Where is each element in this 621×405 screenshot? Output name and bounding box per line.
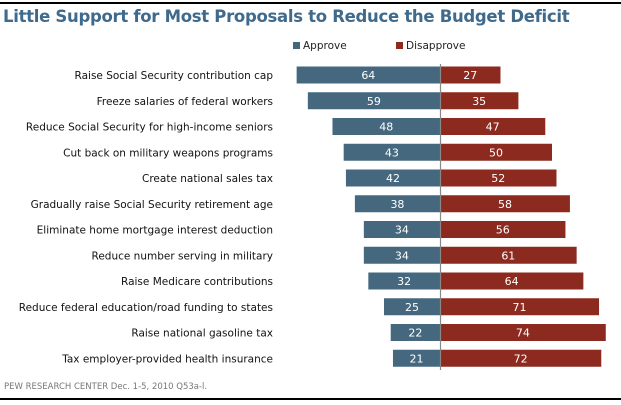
value-label-disapprove: 74 <box>516 327 530 340</box>
bar-approve <box>363 221 440 238</box>
value-label-approve: 34 <box>395 224 409 237</box>
bar-disapprove <box>440 298 600 316</box>
bar-disapprove <box>440 195 570 213</box>
bar-approve <box>354 195 440 213</box>
bar-disapprove <box>440 169 557 187</box>
bar-disapprove <box>440 118 546 135</box>
source-note: PEW RESEARCH CENTER Dec. 1-5, 2010 Q53a-… <box>4 382 208 392</box>
value-label-disapprove: 27 <box>463 69 477 82</box>
bar-disapprove <box>440 66 501 84</box>
value-label-disapprove: 72 <box>514 352 528 365</box>
bar-disapprove <box>440 349 602 367</box>
bar-disapprove <box>440 324 606 341</box>
category-label: Reduce number serving in military <box>92 250 274 262</box>
value-label-approve: 59 <box>367 95 381 108</box>
bar-disapprove <box>440 221 566 238</box>
bar-approve <box>296 66 440 84</box>
bar-disapprove <box>440 92 519 110</box>
category-label: Raise Medicare contributions <box>121 276 273 288</box>
value-label-approve: 32 <box>397 275 411 288</box>
category-label: Reduce federal education/road funding to… <box>19 302 273 314</box>
value-label-approve: 22 <box>408 327 422 340</box>
category-label: Raise national gasoline tax <box>131 328 273 340</box>
bar-disapprove <box>440 246 577 264</box>
category-label: Eliminate home mortgage interest deducti… <box>37 225 273 237</box>
legend-label-disapprove: Disapprove <box>406 40 466 52</box>
legend-label-approve: Approve <box>303 40 347 52</box>
legend-swatch-disapprove <box>396 42 403 49</box>
category-label: Cut back on military weapons programs <box>63 147 273 159</box>
value-label-approve: 43 <box>385 146 399 159</box>
bar-disapprove <box>440 143 552 161</box>
bottom-rule <box>0 398 621 400</box>
value-label-disapprove: 58 <box>498 198 512 211</box>
bar-approve <box>343 143 440 161</box>
bar-approve <box>390 324 440 341</box>
value-label-approve: 25 <box>405 301 419 314</box>
value-label-disapprove: 52 <box>491 172 505 185</box>
bar-approve <box>368 272 440 290</box>
bar-approve <box>307 92 440 110</box>
value-label-disapprove: 61 <box>501 249 515 262</box>
legend-disapprove: Disapprove <box>396 40 465 52</box>
category-label: Reduce Social Security for high-income s… <box>26 122 273 134</box>
category-label: Create national sales tax <box>142 173 273 185</box>
legend-approve: Approve <box>293 40 347 52</box>
bar-approve <box>363 246 440 264</box>
value-label-disapprove: 71 <box>513 301 527 314</box>
value-label-disapprove: 64 <box>505 275 519 288</box>
category-label: Freeze salaries of federal workers <box>97 96 273 108</box>
value-label-approve: 21 <box>409 352 423 365</box>
category-label: Tax employer-provided health insurance <box>61 353 273 365</box>
bar-approve <box>384 298 440 316</box>
value-label-approve: 34 <box>395 249 409 262</box>
value-label-disapprove: 35 <box>472 95 486 108</box>
value-label-disapprove: 47 <box>486 121 500 134</box>
value-label-disapprove: 56 <box>496 224 510 237</box>
bar-approve <box>392 349 440 367</box>
category-label: Raise Social Security contribution cap <box>75 70 274 82</box>
category-label: Gradually raise Social Security retireme… <box>31 199 273 211</box>
legend-swatch-approve <box>293 42 300 49</box>
value-label-approve: 38 <box>390 198 404 211</box>
value-label-disapprove: 50 <box>489 146 503 159</box>
value-label-approve: 48 <box>379 121 393 134</box>
chart-title: Little Support for Most Proposals to Red… <box>3 7 570 26</box>
bar-approve <box>332 118 440 135</box>
bar-disapprove <box>440 272 584 290</box>
value-label-approve: 42 <box>386 172 400 185</box>
value-label-approve: 64 <box>361 69 375 82</box>
top-rule <box>0 2 621 4</box>
bar-approve <box>345 169 440 187</box>
